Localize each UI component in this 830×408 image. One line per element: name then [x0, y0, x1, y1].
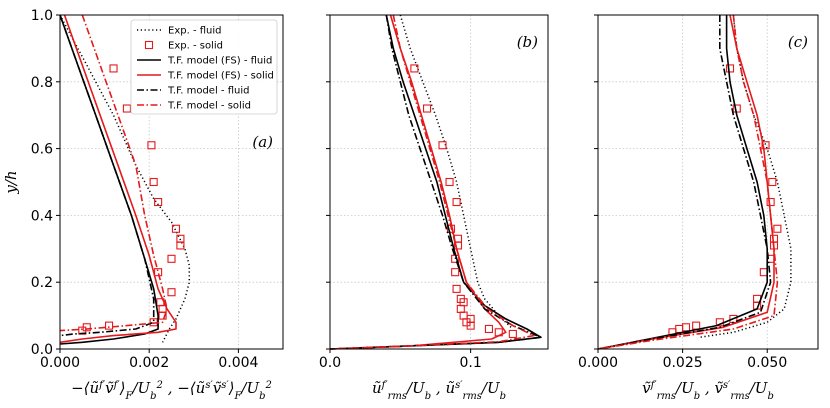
panel-label: (c)	[788, 33, 808, 51]
data-point-marker	[681, 323, 691, 332]
series-line-t-f-model-fluid	[597, 15, 772, 350]
data-point-marker	[456, 304, 465, 313]
legend-label: Exp. - fluid	[168, 26, 222, 37]
data-point-marker	[675, 324, 684, 334]
y-tick-label: 0.2	[31, 275, 53, 291]
x-tick-label: 0.1	[460, 355, 482, 371]
legend: Exp. - fluid Exp. - solid T.F. model (FS) …	[130, 19, 278, 115]
panel-label: (a)	[252, 133, 273, 151]
y-tick-label: 0.4	[31, 208, 53, 224]
data-point-marker	[725, 64, 735, 73]
data-point-marker	[122, 104, 131, 113]
data-point-marker	[508, 329, 517, 339]
x-tick-label: 0.0	[319, 355, 341, 371]
legend-label: T.F. model (FS) - solid	[167, 71, 274, 82]
x-tick-label: 0.025	[663, 355, 703, 371]
x-tick-label: 0.002	[129, 355, 169, 371]
data-point-marker	[167, 288, 176, 297]
axes-frame	[59, 14, 284, 350]
series-line-t-f-model-fs-solid	[59, 14, 177, 344]
data-point-marker	[438, 141, 447, 150]
x-axis-title: ṽf′rms/Ub , ṽs′rms/Ub	[642, 379, 774, 402]
legend-marker	[144, 40, 154, 50]
legend-box	[130, 19, 278, 115]
data-point-marker	[154, 268, 163, 277]
data-point-marker	[149, 177, 158, 187]
data-point-marker	[422, 104, 432, 113]
series-line-t-f-model-solid	[59, 14, 168, 332]
data-point-marker	[176, 241, 185, 250]
data-point-marker	[452, 197, 461, 207]
data-point-marker	[158, 304, 167, 313]
data-point-marker	[445, 177, 454, 187]
data-point-marker	[759, 268, 768, 277]
panel-c: 0.000 0.025 0.050 (c) ṽf′rms/Ub , ṽs′rms/Ub	[578, 14, 819, 402]
data-point-marker	[768, 177, 777, 187]
series-line-t-f-model-solid	[597, 14, 779, 350]
series-line-exp-fluid	[399, 14, 514, 330]
data-point-marker	[453, 241, 463, 250]
data-point-marker	[158, 311, 167, 320]
series-exp-solid-markers	[668, 64, 782, 337]
series-line-t-f-model-fs-solid	[329, 14, 507, 350]
data-point-marker	[692, 321, 701, 330]
data-point-marker	[766, 197, 775, 207]
legend-label: Exp. - solid	[168, 41, 223, 52]
data-point-marker	[410, 64, 419, 73]
axes-frame	[597, 14, 819, 350]
x-tick-label: 0.004	[218, 355, 258, 371]
grid	[597, 14, 818, 350]
data-point-marker	[452, 284, 461, 293]
panel-label: (b)	[517, 33, 538, 51]
data-point-marker	[154, 197, 163, 207]
panel-a: 0.000 0.002 0.004 0.0 0.2 0.4 0.6 0.8 1.0 (a) −⟨ũf…	[2, 8, 284, 402]
series-exp-solid-markers	[410, 64, 517, 339]
data-point-marker	[167, 254, 176, 263]
y-tick-label: 0.6	[31, 142, 53, 158]
x-axis-title: ũf′rms/Ub , ũs′rms/Ub	[372, 379, 506, 402]
data-point-marker	[484, 324, 493, 334]
series-line-t-f-model-fluid	[59, 14, 155, 337]
data-point-marker	[147, 141, 156, 150]
x-tick-label: 0.000	[40, 355, 80, 371]
panel-b: 0.0 0.1 (b) ũf′rms/Ub , ũs′rms/Ub	[319, 14, 549, 402]
series-line-exp-fluid	[699, 14, 792, 339]
x-axis-title: −⟨ũf′ṽf′⟩F/Ub2 , −⟨ũs′ṽs′⟩F/Ub2	[71, 379, 272, 402]
data-point-marker	[466, 321, 475, 330]
series-line-t-f-model-fs-solid	[597, 14, 775, 350]
data-point-marker	[459, 311, 468, 320]
series-line-t-f-model-fs-fluid	[597, 15, 769, 350]
y-tick-label: 1.0	[31, 8, 53, 24]
y-tick-label: 0.8	[31, 75, 53, 91]
axes-frame	[329, 14, 549, 350]
x-tick-label: 0.050	[747, 355, 787, 371]
data-point-marker	[773, 224, 782, 233]
data-point-marker	[171, 224, 181, 233]
series-line-exp-fluid	[59, 14, 191, 343]
legend-label: T.F. model - fluid	[167, 86, 249, 97]
data-point-marker	[109, 64, 118, 73]
data-point-marker	[761, 141, 770, 150]
data-point-marker	[451, 268, 460, 277]
data-point-marker	[105, 321, 114, 330]
y-tick-label: 0.0	[31, 342, 53, 358]
x-tick-label: 0.000	[578, 355, 618, 371]
series-line-t-f-model-fs-fluid	[59, 14, 159, 345]
series-line-t-f-model-fluid	[329, 14, 542, 350]
grid	[329, 14, 548, 350]
y-axis-title: y/h	[2, 170, 20, 194]
series-line-t-f-model-fs-fluid	[329, 14, 542, 350]
legend-label: T.F. model - solid	[167, 101, 251, 112]
legend-label: T.F. model (FS) - fluid	[167, 56, 272, 67]
series-line-t-f-model-solid	[329, 14, 535, 350]
